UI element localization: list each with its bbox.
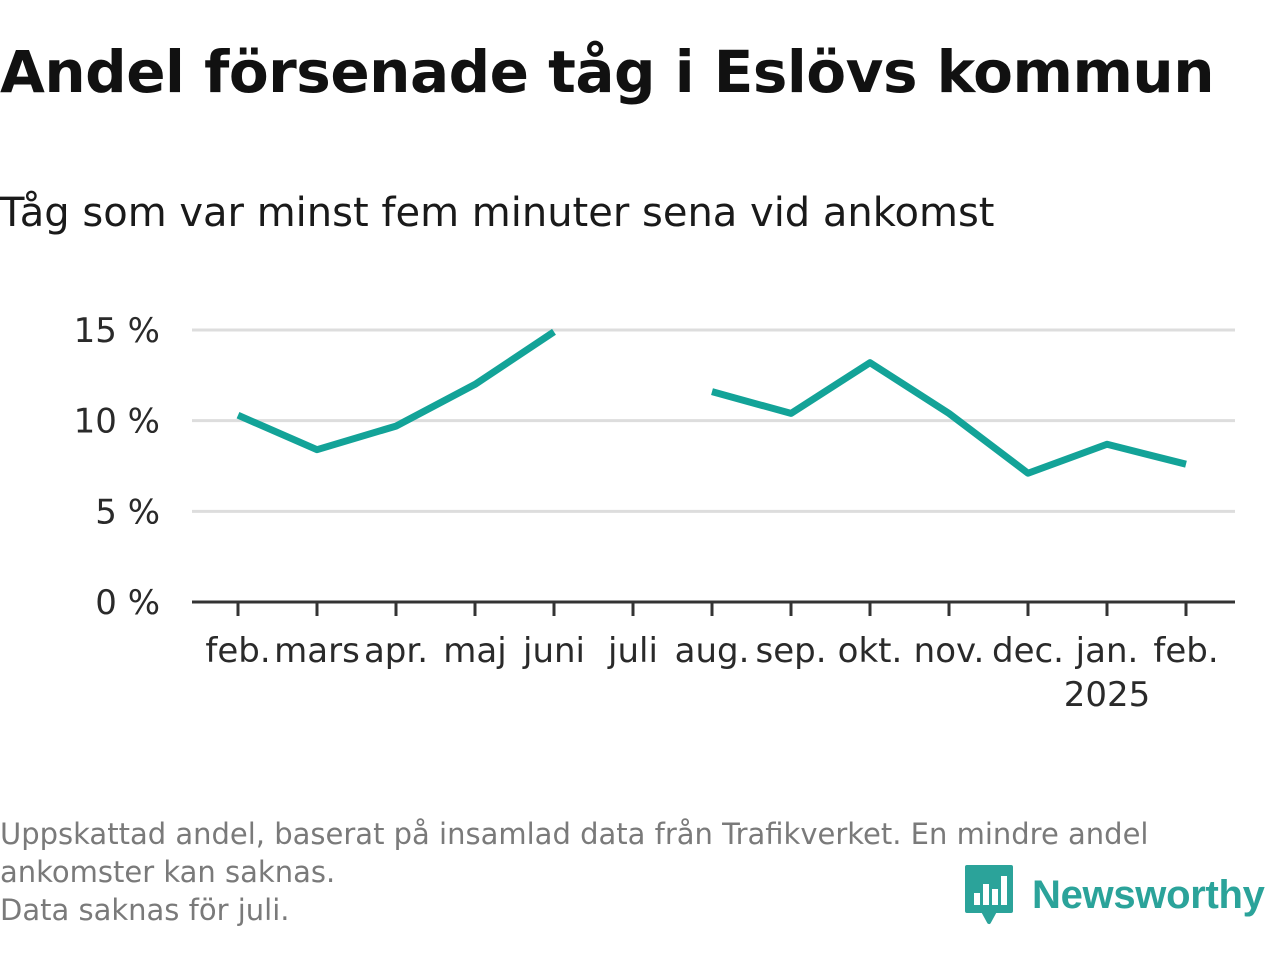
series-lines (236, 328, 1187, 477)
series-line-segment (236, 328, 556, 454)
footnote-line-2: ankomster kan saknas. (0, 855, 336, 889)
chart-subtitle: Tåg som var minst fem minuter sena vid a… (0, 190, 995, 236)
x-tick-label: feb. (205, 631, 270, 671)
footnote-line-3: Data saknas för juli. (0, 893, 290, 927)
y-tick-label: 10 % (74, 402, 160, 442)
series-line-segment (711, 359, 1187, 477)
x-tick-label: juli (607, 631, 658, 671)
x-tick-label: mars (274, 631, 360, 671)
y-tick-label: 0 % (95, 583, 160, 623)
y-tick-label: 15 % (74, 311, 160, 351)
x-tick-label: jan. (1075, 631, 1139, 671)
bar-chart-speech-bubble-icon (965, 865, 1013, 924)
y-tick-label: 5 % (95, 492, 160, 532)
line-chart: 0 %5 %10 %15 % feb. mars apr. maj juni juli au… (74, 311, 1235, 715)
x-axis-ticks: feb. mars apr. maj juni juli aug. sep. okt. nov. d… (205, 602, 1219, 715)
x-tick-label: aug. (675, 631, 750, 671)
chart-title: Andel försenade tåg i Eslövs kommun (0, 38, 1214, 106)
x-tick-sublabel: 2025 (1064, 675, 1151, 715)
x-tick-label: dec. (992, 631, 1064, 671)
footnote-line-1: Uppskattad andel, baserat på insamlad da… (0, 817, 1149, 851)
y-axis-ticks: 0 % 5 % 10 % 15 % (74, 311, 160, 623)
footnote: Uppskattad andel, baserat på insamlad da… (0, 815, 1260, 929)
x-tick-label: juni (522, 631, 585, 671)
newsworthy-logo[interactable]: Newsworthy (964, 864, 1265, 926)
gridlines (192, 328, 1235, 513)
x-tick-label: okt. (838, 631, 903, 671)
x-tick-label: nov. (914, 631, 985, 671)
x-tick-label: sep. (755, 631, 826, 671)
x-tick-label: maj (443, 631, 506, 671)
x-tick-label: feb. (1153, 631, 1218, 671)
x-tick-label: apr. (364, 631, 428, 671)
brand-name: Newsworthy (1032, 872, 1265, 917)
